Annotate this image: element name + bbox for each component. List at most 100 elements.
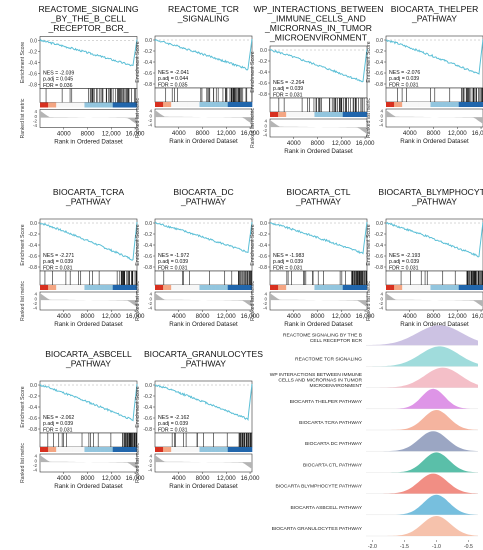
heat-cell bbox=[306, 285, 311, 290]
ridge-density bbox=[366, 325, 478, 346]
y-tick-label: -0.8 bbox=[28, 82, 37, 88]
x-axis-label: Rank in Ordered Dataset bbox=[400, 138, 469, 145]
heat-cell bbox=[434, 285, 439, 290]
gsea-panel-9: BIOCARTA_ASBCELL_PATHWAY 0.0 -0.2 -0.4 -0.6 -… bbox=[20, 349, 145, 490]
fdr-label: FDR = 0.036 bbox=[43, 83, 73, 89]
es-curve bbox=[385, 38, 483, 75]
metric-tick-label: -4 bbox=[263, 306, 267, 311]
heat-cell bbox=[294, 112, 299, 117]
metric-box bbox=[385, 108, 483, 128]
nes-label: NES = -2.264 bbox=[273, 80, 304, 86]
heat-cell bbox=[478, 285, 483, 290]
y-tick-label: -0.2 bbox=[28, 232, 37, 238]
heat-cell bbox=[462, 102, 468, 107]
heat-cell bbox=[235, 447, 241, 452]
heat-cell bbox=[330, 112, 335, 117]
es-ylabel: Enrichment Score bbox=[135, 224, 141, 265]
heat-cell bbox=[330, 285, 335, 290]
heat-cell bbox=[231, 102, 237, 107]
ridge-density bbox=[366, 388, 478, 409]
panel-title: BIOCARTA_DC bbox=[173, 187, 233, 197]
heat-cell bbox=[155, 102, 160, 107]
y-tick-label: -0.6 bbox=[374, 254, 383, 260]
metric-ylabel: Ranked list metric bbox=[20, 281, 26, 321]
heat-cell bbox=[219, 447, 225, 452]
x-tick-label: 16,000 bbox=[126, 131, 145, 138]
heat-cell bbox=[52, 447, 57, 452]
metric-ylabel: Ranked list metric bbox=[366, 98, 372, 138]
heat-cell bbox=[203, 447, 208, 452]
heat-cell bbox=[286, 112, 291, 117]
metric-tick-label: 4 bbox=[149, 292, 152, 297]
padj-label: p.adj = 0.039 bbox=[273, 86, 303, 92]
heat-cell bbox=[362, 112, 368, 117]
heat-cell bbox=[239, 447, 245, 452]
heat-cell bbox=[108, 285, 114, 290]
metric-tick-label: 0 bbox=[264, 123, 267, 128]
panel-title: _PATHWAY bbox=[180, 359, 226, 369]
heat-cell bbox=[163, 285, 168, 290]
metric-tick-label: 0 bbox=[34, 114, 37, 119]
panel-title: _PATHWAY bbox=[411, 197, 457, 207]
ridge-x-tick-label: -2.0 bbox=[368, 544, 377, 550]
heat-cell bbox=[418, 102, 423, 107]
fdr-label: FDR = 0.031 bbox=[43, 265, 73, 271]
heat-cell bbox=[72, 102, 77, 108]
ridge-density bbox=[366, 410, 478, 430]
heat-cell bbox=[354, 285, 360, 290]
metric-ylabel: Ranked list metric bbox=[135, 98, 141, 138]
heat-cell bbox=[442, 285, 447, 290]
heat-cell bbox=[298, 112, 303, 117]
heat-cell bbox=[430, 102, 435, 107]
metric-ylabel: Ranked list metric bbox=[135, 443, 141, 483]
es-ylabel: Enrichment Score bbox=[135, 386, 141, 427]
metric-tick-label: -4 bbox=[148, 306, 152, 311]
metric-tick-label: 0 bbox=[34, 296, 37, 301]
heat-cell bbox=[183, 447, 188, 452]
x-tick-label: 8000 bbox=[81, 131, 95, 138]
metric-box bbox=[39, 291, 138, 311]
panel-title: _MICROENVIRONMENT bbox=[269, 33, 368, 43]
heat-cell bbox=[171, 102, 176, 107]
heat-cell bbox=[128, 447, 134, 452]
heat-cell bbox=[350, 285, 356, 290]
heat-cell bbox=[418, 285, 423, 290]
gsea-panel-10: BIOCARTA_GRANULOCYTES_PATHWAY 0.0 -0.2 -0.4… bbox=[135, 349, 263, 490]
y-tick-label: -0.6 bbox=[28, 71, 37, 77]
heat-cell bbox=[215, 102, 220, 107]
metric-tick-label: -4 bbox=[33, 123, 37, 128]
heat-cell bbox=[247, 102, 253, 107]
heat-cell bbox=[322, 112, 327, 117]
heat-cell bbox=[227, 447, 233, 452]
x-tick-label: 12,000 bbox=[217, 130, 236, 137]
heat-cell bbox=[60, 102, 65, 108]
heat-cell bbox=[116, 285, 122, 290]
x-tick-label: 12,000 bbox=[102, 475, 121, 482]
fdr-label: FDR = 0.031 bbox=[273, 92, 303, 98]
heat-cell bbox=[84, 285, 89, 290]
heat-cell bbox=[398, 285, 403, 290]
heat-cell bbox=[286, 285, 291, 290]
panel-title: BIOCARTA_ASBCELL bbox=[45, 349, 132, 359]
heat-cell bbox=[215, 285, 220, 290]
heat-cell bbox=[247, 447, 253, 452]
heat-cell bbox=[124, 285, 130, 290]
heat-cell bbox=[40, 447, 45, 452]
metric-tick-label: -4 bbox=[148, 123, 152, 128]
y-tick-label: -0.6 bbox=[143, 71, 152, 77]
y-tick-label: 0.0 bbox=[145, 38, 152, 44]
heat-cell bbox=[92, 447, 97, 452]
padj-label: p.adj = 0.039 bbox=[43, 421, 73, 427]
y-tick-label: -0.4 bbox=[28, 405, 37, 411]
heat-cell bbox=[350, 112, 356, 117]
metric-tick-label: -4 bbox=[148, 468, 152, 473]
heat-cell bbox=[195, 285, 200, 290]
nes-label: NES = -2.162 bbox=[158, 415, 189, 421]
heat-cell bbox=[68, 285, 73, 290]
metric-ylabel: Ranked list metric bbox=[20, 443, 26, 483]
heat-cell bbox=[84, 447, 89, 452]
heat-cell bbox=[171, 285, 176, 290]
x-axis-label: Rank in Ordered Dataset bbox=[169, 321, 238, 328]
y-tick-label: 0.0 bbox=[260, 48, 267, 54]
